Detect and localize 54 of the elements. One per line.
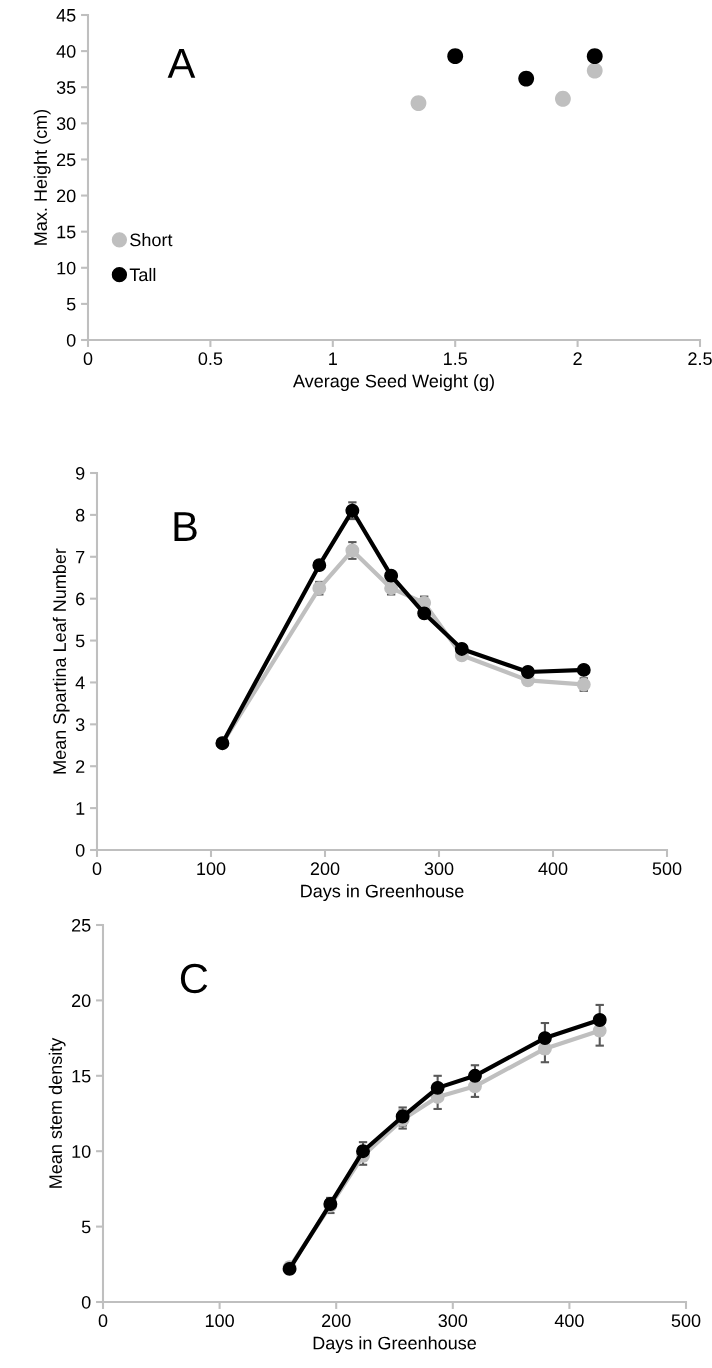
legend-label: Short xyxy=(130,233,173,247)
x-tick-label: 1.5 xyxy=(444,352,467,366)
x-axis-title: Days in Greenhouse xyxy=(313,1336,476,1354)
x-tick-label: 0.5 xyxy=(198,352,223,366)
y-tick-label: 5 xyxy=(81,1220,91,1234)
y-tick-label: 0 xyxy=(75,843,85,857)
y-tick-label: 0 xyxy=(66,333,76,347)
y-tick-label: 6 xyxy=(76,592,85,606)
annotation: C xyxy=(180,963,208,994)
y-tick-label: 40 xyxy=(56,45,76,58)
y-tick-label: 45 xyxy=(56,9,76,22)
y-tick-label: 4 xyxy=(75,676,85,689)
x-tick-label: 100 xyxy=(205,1314,234,1328)
x-tick-label: 300 xyxy=(424,862,454,876)
legend-label: Tall xyxy=(129,267,156,282)
y-tick-label: 15 xyxy=(57,225,76,239)
y-tick-label: 7 xyxy=(76,550,85,564)
x-tick-label: 400 xyxy=(554,1314,584,1328)
y-tick-label: 10 xyxy=(72,1145,91,1158)
y-tick-label: 15 xyxy=(72,1069,91,1083)
y-tick-label: 10 xyxy=(57,261,76,275)
annotation: A xyxy=(167,49,196,78)
x-axis-title: Days in Greenhouse xyxy=(301,884,464,902)
y-tick-label: 1 xyxy=(76,802,85,815)
x-tick-label: 2.5 xyxy=(688,352,712,366)
y-tick-label: 20 xyxy=(57,189,76,203)
y-tick-label: 9 xyxy=(76,466,85,480)
y-tick-label: 20 xyxy=(72,994,91,1008)
y-tick-label: 30 xyxy=(56,117,76,131)
y-tick-label: 8 xyxy=(75,508,85,522)
y-tick-label: 0 xyxy=(81,1295,91,1309)
x-tick-label: 0 xyxy=(92,862,102,876)
x-tick-label: 1 xyxy=(329,352,337,365)
y-tick-label: 5 xyxy=(75,634,85,648)
y-tick-label: 25 xyxy=(57,153,76,167)
y-tick-label: 2 xyxy=(76,760,85,773)
y-tick-label: 5 xyxy=(66,298,76,311)
x-tick-label: 100 xyxy=(197,862,226,876)
y-tick-label: 35 xyxy=(56,81,76,94)
y-axis-title: Mean stem density xyxy=(48,1037,66,1188)
x-tick-label: 200 xyxy=(310,862,340,876)
y-axis-title: Mean Spartina Leaf Number xyxy=(52,548,70,774)
x-tick-label: 400 xyxy=(538,862,568,876)
y-tick-label: 25 xyxy=(72,918,91,932)
x-tick-label: 0 xyxy=(98,1314,108,1328)
x-tick-label: 500 xyxy=(652,862,682,876)
y-axis-title: Max. Height (cm) xyxy=(33,109,51,245)
x-tick-label: 300 xyxy=(438,1314,468,1328)
y-tick-label: 3 xyxy=(75,718,85,732)
x-tick-label: 200 xyxy=(322,1314,351,1328)
x-axis-title: Average Seed Weight (g) xyxy=(292,374,494,392)
annotation: B xyxy=(174,512,197,541)
x-tick-label: 2 xyxy=(573,352,582,365)
x-tick-label: 500 xyxy=(671,1314,701,1328)
